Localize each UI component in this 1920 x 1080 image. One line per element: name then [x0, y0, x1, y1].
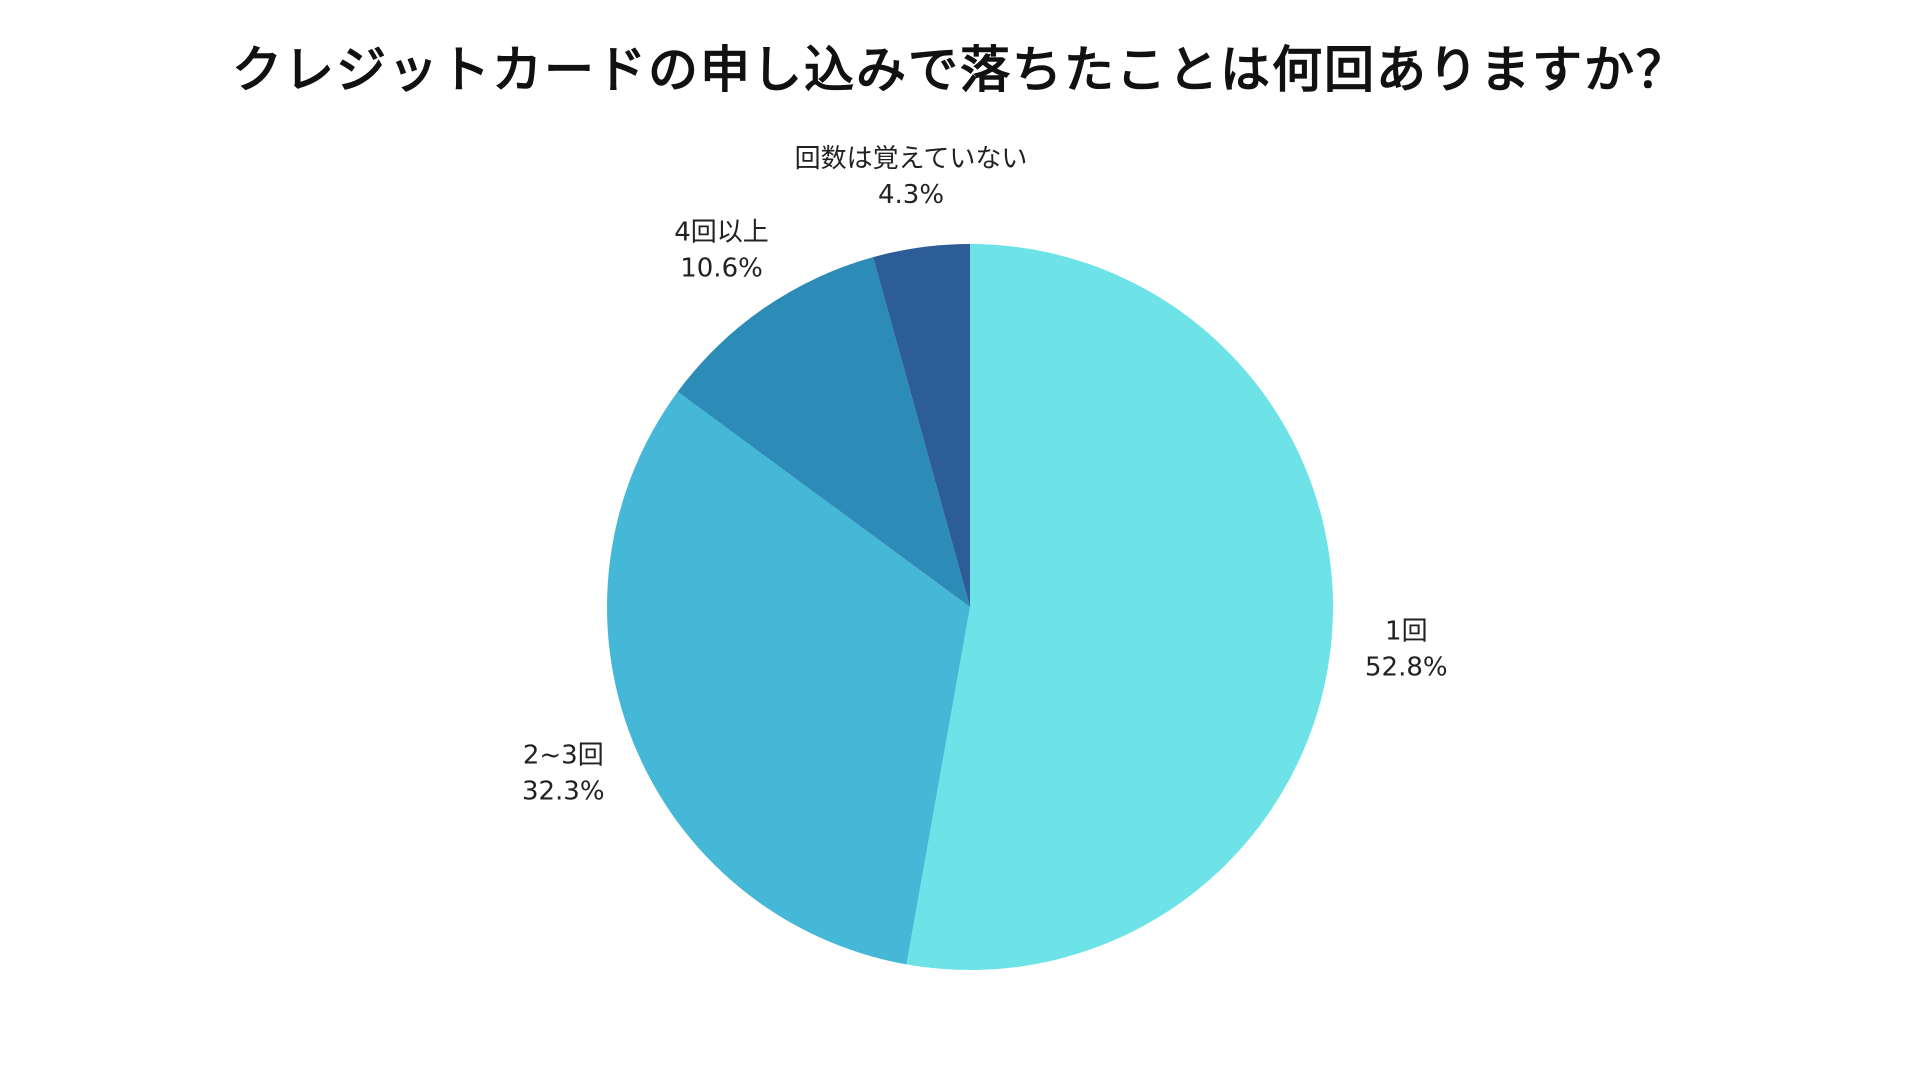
slice-category-label: 4回以上 [674, 217, 769, 247]
chart-title: クレジットカードの申し込みで落ちたことは何回ありますか？ [232, 41, 1688, 99]
pie-slice [906, 244, 1334, 970]
slice-value-label: 4.3% [878, 180, 944, 210]
slice-category-label: 1回 [1385, 616, 1428, 646]
slice-value-label: 32.3% [522, 777, 605, 807]
pie-slices [606, 244, 1334, 970]
pie-slice [873, 244, 970, 607]
pie-slice [606, 391, 970, 965]
slice-category-label: 2~3回 [523, 741, 604, 771]
pie-labels: 1回 52.8% 2~3回 32.3% 4回以上 10.6% 回数は覚えていない 4.3% [522, 144, 1448, 807]
slice-category-label: 回数は覚えていない [795, 144, 1028, 174]
slice-value-label: 52.8% [1365, 652, 1448, 682]
pie-slice [677, 257, 970, 607]
slice-value-label: 10.6% [680, 253, 763, 283]
